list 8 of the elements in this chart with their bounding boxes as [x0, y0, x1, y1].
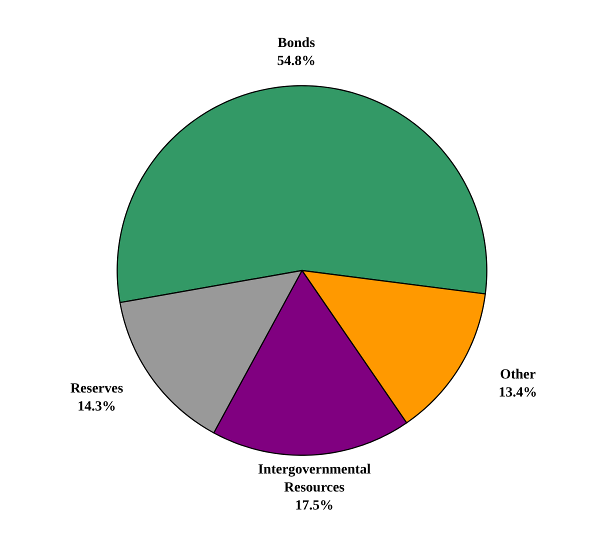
data-label: 17.5% — [295, 498, 334, 514]
data-label: 54.8% — [277, 54, 316, 70]
data-label: 13.4% — [498, 386, 538, 401]
slice-label: Bonds — [278, 36, 316, 52]
slice-label: Intergovernmental Resources — [258, 462, 371, 496]
data-label: 14.3% — [78, 399, 116, 414]
slice-label: Other — [500, 368, 536, 383]
slice-label: Reserves — [70, 381, 124, 396]
